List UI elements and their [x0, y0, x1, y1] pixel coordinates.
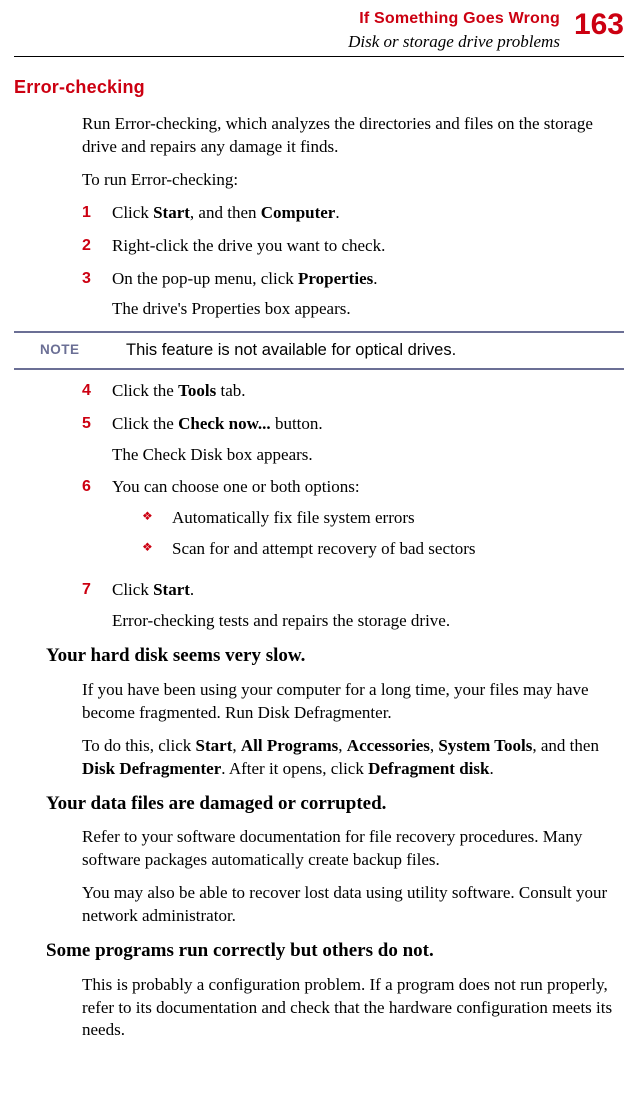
chapter-title: If Something Goes Wrong: [348, 8, 560, 30]
heading-slow-disk: Your hard disk seems very slow.: [46, 643, 624, 669]
step-3: 3 On the pop-up menu, click Properties. …: [82, 268, 624, 322]
note-text: This feature is not available for optica…: [126, 339, 456, 361]
step-number: 7: [82, 579, 112, 633]
section-subtitle: Disk or storage drive problems: [348, 31, 560, 54]
step-5: 5 Click the Check now... button. The Che…: [82, 413, 624, 467]
header-text: If Something Goes Wrong Disk or storage …: [348, 8, 560, 54]
body-paragraph: This is probably a configuration problem…: [82, 974, 624, 1043]
intro-lead-in: To run Error-checking:: [82, 169, 624, 192]
diamond-icon: ❖: [142, 538, 172, 561]
page-number: 163: [574, 10, 624, 40]
heading-error-checking: Error-checking: [14, 75, 624, 99]
intro-paragraph: Run Error-checking, which analyzes the d…: [82, 113, 624, 159]
step-4: 4 Click the Tools tab.: [82, 380, 624, 403]
body-paragraph: If you have been using your computer for…: [82, 679, 624, 725]
body-paragraph: Refer to your software documentation for…: [82, 826, 624, 872]
body-paragraph: You may also be able to recover lost dat…: [82, 882, 624, 928]
step-body: Right-click the drive you want to check.: [112, 235, 624, 258]
steps-list-2: 4 Click the Tools tab. 5 Click the Check…: [82, 380, 624, 634]
bullet-item: ❖Scan for and attempt recovery of bad se…: [142, 538, 624, 561]
bullet-item: ❖Automatically fix file system errors: [142, 507, 624, 530]
heading-damaged-files: Your data files are damaged or corrupted…: [46, 791, 624, 817]
step-body: You can choose one or both options: ❖Aut…: [112, 476, 624, 569]
step-number: 4: [82, 380, 112, 403]
step-number: 1: [82, 202, 112, 225]
step-number: 6: [82, 476, 112, 569]
sub-bullet-list: ❖Automatically fix file system errors ❖S…: [112, 507, 624, 561]
step-body: Click the Tools tab.: [112, 380, 624, 403]
diamond-icon: ❖: [142, 507, 172, 530]
page-header: If Something Goes Wrong Disk or storage …: [14, 8, 624, 57]
step-7: 7 Click Start. Error-checking tests and …: [82, 579, 624, 633]
step-6: 6 You can choose one or both options: ❖A…: [82, 476, 624, 569]
note-block: NOTE This feature is not available for o…: [14, 331, 624, 369]
note-label: NOTE: [14, 339, 126, 361]
step-body: Click the Check now... button. The Check…: [112, 413, 624, 467]
step-number: 5: [82, 413, 112, 467]
step-2: 2 Right-click the drive you want to chec…: [82, 235, 624, 258]
step-number: 3: [82, 268, 112, 322]
step-number: 2: [82, 235, 112, 258]
step-body: On the pop-up menu, click Properties. Th…: [112, 268, 624, 322]
step-body: Click Start, and then Computer.: [112, 202, 624, 225]
step-1: 1 Click Start, and then Computer.: [82, 202, 624, 225]
step-body: Click Start. Error-checking tests and re…: [112, 579, 624, 633]
heading-programs-issue: Some programs run correctly but others d…: [46, 938, 624, 964]
steps-list-1: 1 Click Start, and then Computer. 2 Righ…: [82, 202, 624, 322]
body-paragraph: To do this, click Start, All Programs, A…: [82, 735, 624, 781]
